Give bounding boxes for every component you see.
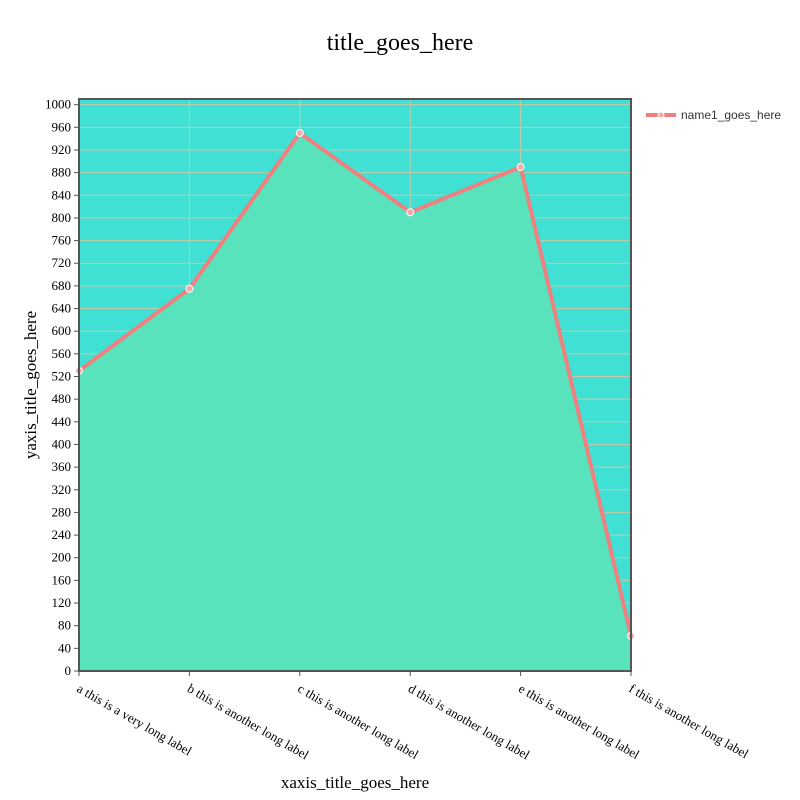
y-tick-label: 1000: [45, 97, 71, 112]
y-tick-label: 920: [52, 142, 72, 157]
y-tick-label: 880: [52, 165, 72, 180]
y-axis-ticks: 0 40 80 120 160 200 240 280 320 360 400 440 480 520 56…: [45, 97, 79, 678]
x-tick-label: c this is another long label: [295, 681, 421, 763]
y-tick-label: 520: [52, 369, 72, 384]
y-tick-label: 240: [52, 527, 72, 542]
y-tick-label: 760: [52, 233, 72, 248]
y-tick-label: 800: [52, 210, 72, 225]
y-tick-label: 0: [65, 663, 72, 678]
series-area: [79, 133, 631, 671]
y-tick-label: 80: [58, 618, 71, 633]
x-tick-label: b this is another long label: [185, 681, 312, 763]
y-tick-label: 400: [52, 436, 72, 451]
legend-label: name1_goes_here: [681, 108, 781, 122]
y-tick-label: 680: [52, 278, 72, 293]
x-tick-label: d this is another long label: [406, 681, 533, 763]
y-tick-label: 200: [52, 550, 72, 565]
y-tick-label: 440: [52, 414, 72, 429]
y-tick-label: 120: [52, 595, 72, 610]
legend[interactable]: name1_goes_here: [646, 108, 781, 122]
x-tick-label: a this is a very long label: [75, 681, 195, 759]
y-axis-title: yaxis_title_goes_here: [21, 311, 40, 459]
x-tick-label: e this is another long label: [516, 681, 642, 763]
x-tick-label: f this is another long label: [627, 681, 752, 762]
data-point[interactable]: [185, 284, 194, 293]
series-line: [77, 131, 633, 637]
series-markers: [75, 128, 635, 640]
y-tick-label: 840: [52, 187, 72, 202]
x-axis-title: xaxis_title_goes_here: [281, 773, 429, 792]
plot-frame: [78, 98, 632, 672]
y-tick-label: 280: [52, 504, 72, 519]
legend-swatch-marker: [657, 111, 665, 119]
y-tick-label: 160: [52, 572, 72, 587]
y-tick-label: 600: [52, 323, 72, 338]
y-tick-label: 720: [52, 255, 72, 270]
y-tick-label: 480: [52, 391, 72, 406]
data-point[interactable]: [406, 208, 415, 217]
y-tick-label: 40: [58, 640, 71, 655]
data-point[interactable]: [516, 162, 525, 171]
data-point[interactable]: [295, 128, 304, 137]
y-tick-label: 360: [52, 459, 72, 474]
y-tick-label: 960: [52, 119, 72, 134]
y-tick-label: 640: [52, 301, 72, 316]
chart-title: title_goes_here: [327, 30, 474, 56]
y-tick-label: 320: [52, 482, 72, 497]
y-tick-label: 560: [52, 346, 72, 361]
